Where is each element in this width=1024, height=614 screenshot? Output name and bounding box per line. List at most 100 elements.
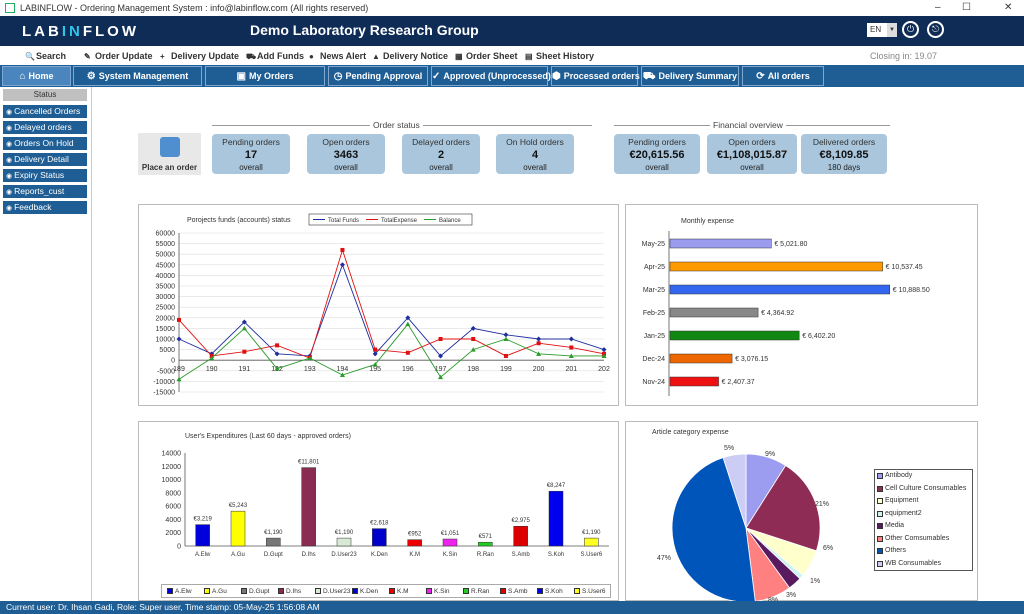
data-point-total-funds [372,351,378,357]
legend-swatch [877,510,883,517]
data-point-total-funds [176,336,182,342]
sidebar-item-reports-cust[interactable]: ◉ Reports_cust [3,185,87,198]
toolbar-delivery-update-button[interactable]: + Delivery Update [160,51,239,61]
power-icon[interactable]: ⏻ [902,21,919,38]
sidebar-item-label: Delivery Detail [14,154,69,164]
circle-icon: ◉ [6,189,13,196]
order-status-card-on-hold-orders[interactable]: On Hold orders 4 overall [496,134,574,174]
legend-item-media: Media [875,520,972,533]
processed-orders-icon: ⬢ [552,71,561,82]
data-point-total-funds [438,353,444,359]
data-point-totalexpense [242,349,247,354]
category-label: R.Ran [477,552,494,558]
card-value: 2 [437,149,445,161]
toolbar-label: Order Sheet [466,51,518,61]
tab-approved-unprocessed[interactable]: ✓ Approved (Unprocessed) [431,66,551,86]
tab-delivery-summary[interactable]: ⛟ Delivery Summary [641,66,739,86]
bar [669,307,759,318]
data-point-balance [601,353,607,358]
minimize-button[interactable]: – [935,2,941,13]
organization-title: Demo Laboratory Research Group [250,22,479,38]
bar [513,525,528,547]
tab-my-orders[interactable]: ▣ My Orders [205,66,325,86]
data-point-totalexpense [503,353,508,358]
y-tick-label: 10000 [156,337,176,344]
card-sub: overall [645,163,669,172]
legend-swatch [315,588,321,594]
tab-system-management[interactable]: ⚙ System Management [73,66,202,86]
legend-label: K.Sin [434,588,450,595]
bar [669,238,772,249]
financial-card-pending-orders[interactable]: Pending orders €20,615.56 overall [614,134,700,174]
legend-label: D.Ihs [286,588,302,595]
sidebar-item-delivery-detail[interactable]: ◉ Delivery Detail [3,153,87,166]
card-value: €1,108,015.87 [716,149,788,161]
legend-item-k-sin: K.Sin [426,588,450,595]
circle-icon: ◉ [6,125,13,132]
category-label: Dec-24 [642,356,665,363]
data-point-totalexpense [569,345,574,350]
value-label: € 10,888.50 [893,287,930,294]
sidebar-item-expiry-status[interactable]: ◉ Expiry Status [3,169,87,182]
bar [442,538,458,547]
toolbar-delivery-notice-button[interactable]: ▲ Delivery Notice [372,51,448,61]
sidebar-item-orders-on-hold[interactable]: ◉ Orders On Hold [3,137,87,150]
slice-percent-label: 3% [786,592,796,599]
sidebar-item-label: Delayed orders [14,122,72,132]
data-point-total-funds [274,351,280,357]
toolbar-order-sheet-button[interactable]: ▦ Order Sheet [455,51,518,61]
maximize-button[interactable]: ☐ [962,2,971,13]
order-status-card-pending-orders[interactable]: Pending orders 17 overall [212,134,290,174]
toolbar-add-funds-button[interactable]: ⛟Add Funds [246,51,304,62]
toolbar-label: Search [36,51,67,61]
data-point-balance [470,347,476,352]
data-point-totalexpense [471,337,476,341]
tab-pending-approval[interactable]: ◷ Pending Approval [328,66,428,86]
legend-swatch [537,588,543,594]
data-point-totalexpense [536,341,541,346]
legend-swatch [352,588,358,594]
language-select[interactable]: EN ▼ [867,23,897,37]
y-tick-label: 4000 [165,517,181,524]
y-tick-label: 6000 [165,504,181,511]
sidebar-item-feedback[interactable]: ◉ Feedback [3,201,87,214]
x-tick-label: 193 [304,366,316,373]
place-order-button[interactable]: Place an order [138,133,201,175]
legend-item-antibody: Antibody [875,470,972,483]
data-point-balance [568,353,574,358]
circle-icon: ◉ [6,157,13,164]
toolbar-order-update-button[interactable]: ✎ Order Update [84,51,153,61]
y-tick-label: 35000 [156,284,176,291]
legend-item-d-user23: D.User23 [315,588,350,595]
order-status-card-open-orders[interactable]: Open orders 3463 overall [307,134,385,174]
financial-card-open-orders[interactable]: Open orders €1,108,015.87 overall [707,134,797,174]
value-label: €952 [408,532,422,538]
toolbar-sheet-history-button[interactable]: ▤ Sheet History [525,51,594,61]
window-title: LABINFLOW - Ordering Management System :… [20,3,369,13]
tab-processed-orders[interactable]: ⬢ Processed orders [551,66,640,86]
financial-card-delivered-orders[interactable]: Delivered orders €8,109.85 180 days [801,134,887,174]
legend-item-others: Others [875,545,972,558]
close-button[interactable]: ✕ [1004,2,1013,13]
dashboard: Order status Financial overview Place an… [92,87,1024,604]
value-label: €1,190 [335,530,354,536]
legend-item-equipment: Equipment [875,495,972,508]
data-point-totalexpense [373,347,378,352]
slice-percent-label: 1% [810,578,820,585]
tab-all-orders[interactable]: ⟳ All orders [742,66,824,86]
value-label: € 6,402.20 [802,333,835,340]
order-status-card-delayed-orders[interactable]: Delayed orders 2 overall [402,134,480,174]
data-point-total-funds [503,332,509,338]
y-tick-label: -5000 [157,368,175,375]
toolbar-news-alert-button[interactable]: ● News Alert [309,51,366,61]
circle-icon: ◉ [6,205,13,212]
card-label: On Hold orders [506,137,564,147]
tab-home[interactable]: ⌂ Home [2,66,71,86]
card-sub: overall [429,163,453,172]
card-label: Open orders [322,137,370,147]
sidebar-item-cancelled-orders[interactable]: ◉ Cancelled Orders [3,105,87,118]
toolbar-search-button[interactable]: 🔍Search [25,51,66,61]
sidebar-item-delayed-orders[interactable]: ◉ Delayed orders [3,121,87,134]
x-tick-label: 196 [402,366,414,373]
logout-icon[interactable]: ⎋ [927,21,944,38]
